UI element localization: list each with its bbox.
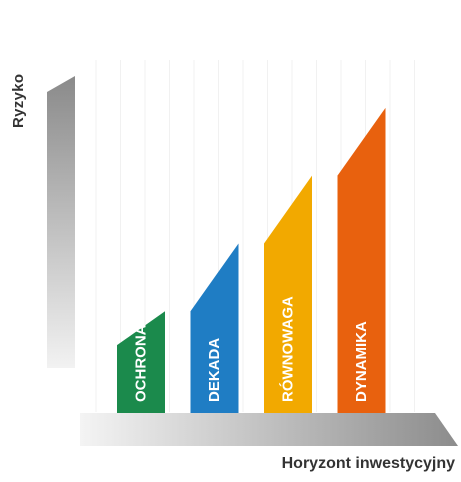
- x-axis-arrow: [80, 413, 458, 446]
- bar-r-wnowaga: [264, 175, 312, 413]
- y-axis-label: Ryzyko: [10, 73, 27, 128]
- bar-dekada: [190, 243, 239, 413]
- bar-dynamika: [337, 107, 386, 414]
- y-axis-arrow: [47, 76, 75, 368]
- bar-label: DEKADA: [206, 338, 223, 402]
- x-axis-label: Horyzont inwestycyjny: [281, 455, 455, 472]
- bar-label: DYNAMIKA: [353, 321, 370, 402]
- bar-label: OCHRONA: [133, 324, 150, 402]
- bar-ochrona: [117, 311, 165, 413]
- bars: OCHRONA DEKADA RÓWNOWAGA DYNAMIKA: [117, 107, 386, 414]
- bar-label: RÓWNOWAGA: [279, 296, 297, 402]
- grid-lines: [95, 60, 415, 412]
